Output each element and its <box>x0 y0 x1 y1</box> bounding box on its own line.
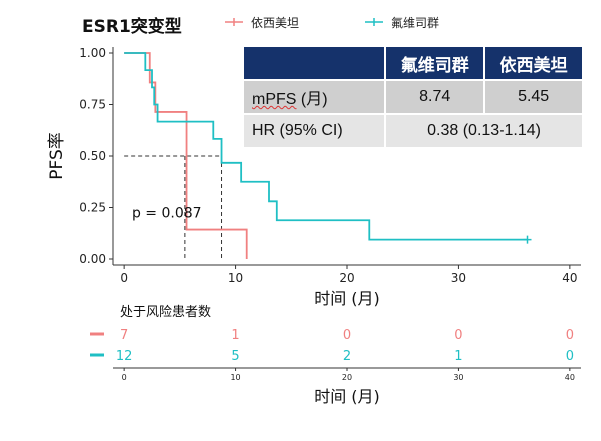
risk-count: 7 <box>120 328 128 343</box>
risk-count: 0 <box>454 328 462 343</box>
risk-count: 5 <box>231 349 239 364</box>
plot-area: p = 0.087 <box>124 52 532 259</box>
risk-x-tick-label: 20 <box>342 373 352 382</box>
p-value-annotation: p = 0.087 <box>132 206 202 222</box>
y-tick-label: 1.00 <box>79 46 106 60</box>
mpfs-label: mPFS (月) <box>244 79 386 114</box>
mpfs-label-suffix: (月) <box>296 91 328 108</box>
risk-x-axis-label: 时间 (月) <box>314 387 380 406</box>
mpfs-exemestane: 5.45 <box>483 79 582 114</box>
legend-label: 依西美坦 <box>251 15 299 30</box>
risk-table-title: 处于风险患者数 <box>120 305 211 320</box>
risk-x-tick-label: 0 <box>122 373 127 382</box>
hr-value: 0.38 (0.13-1.14) <box>384 113 582 147</box>
y-tick-label: 0.50 <box>79 149 106 163</box>
y-axis: 0.00 0.25 0.50 0.75 1.00 PFS率 <box>47 46 114 266</box>
x-axis-label: 时间 (月) <box>314 289 380 308</box>
stats-table: 氟维司群 依西美坦 mPFS (月) 8.74 5.45 HR (95% CI)… <box>244 47 582 147</box>
risk-count: 12 <box>116 349 133 364</box>
header-fulvestrant: 氟维司群 <box>384 47 485 80</box>
risk-x-tick-label: 10 <box>230 373 240 382</box>
y-tick-label: 0.75 <box>79 98 106 112</box>
y-axis-label: PFS率 <box>47 132 67 180</box>
x-tick-label: 0 <box>120 271 128 285</box>
risk-count: 0 <box>343 328 351 343</box>
table-row-mpfs: mPFS (月) 8.74 5.45 <box>244 79 582 114</box>
risk-count: 1 <box>454 349 462 364</box>
x-tick-label: 30 <box>451 271 466 285</box>
y-tick-label: 0.00 <box>79 252 106 266</box>
risk-count: 0 <box>566 328 574 343</box>
mpfs-label-main: mPFS <box>252 91 297 108</box>
hr-label: HR (95% CI) <box>244 113 386 147</box>
table-row-hr: HR (95% CI) 0.38 (0.13-1.14) <box>244 113 582 147</box>
risk-count: 2 <box>343 349 351 364</box>
km-curve-0 <box>124 52 248 259</box>
risk-count: 1 <box>231 328 239 343</box>
km-curve-1 <box>124 52 528 241</box>
mpfs-fulvestrant: 8.74 <box>384 79 485 114</box>
x-axis: 0 10 20 30 40 时间 (月) <box>113 264 581 308</box>
chart-title: ESR1突变型 <box>82 17 182 37</box>
header-exemestane: 依西美坦 <box>483 47 582 80</box>
risk-count: 0 <box>566 349 574 364</box>
legend: 依西美坦 氟维司群 <box>225 15 439 30</box>
x-tick-label: 10 <box>228 271 243 285</box>
risk-x-tick-label: 30 <box>453 373 463 382</box>
table-corner <box>244 47 386 80</box>
y-tick-label: 0.25 <box>79 201 106 215</box>
legend-label: 氟维司群 <box>391 16 439 30</box>
x-tick-label: 20 <box>339 271 354 285</box>
risk-x-tick-label: 40 <box>565 373 575 382</box>
x-tick-label: 40 <box>562 271 577 285</box>
